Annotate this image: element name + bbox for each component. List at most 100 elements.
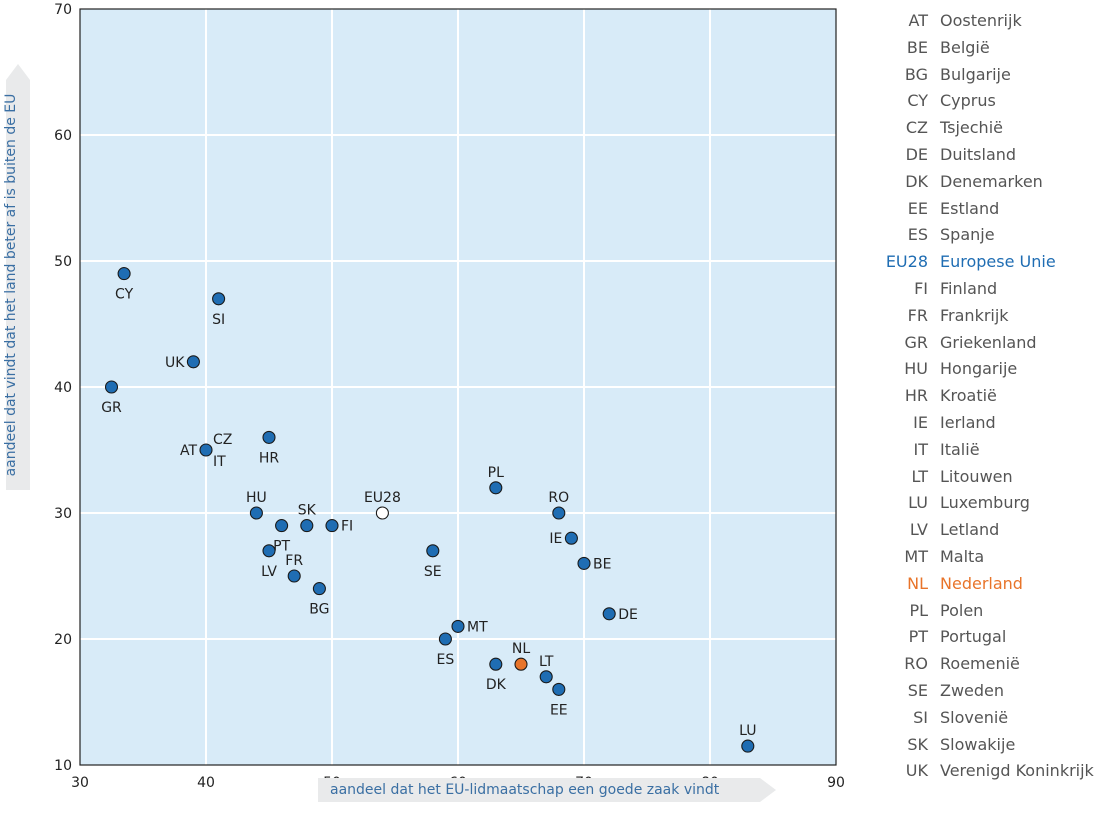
- label-mt: MT: [467, 619, 488, 635]
- label-fi: FI: [341, 519, 353, 535]
- point-sk: [300, 519, 314, 533]
- legend-name: Duitsland: [940, 144, 1017, 164]
- y-tick-label: 30: [54, 506, 72, 522]
- legend-item-nl: NL Nederland: [862, 571, 1120, 598]
- label-hu: HU: [246, 490, 267, 506]
- legend-name: Hongarije: [940, 359, 1018, 379]
- label-gr: GR: [101, 400, 122, 416]
- label-ro: RO: [548, 490, 569, 506]
- label-ie: IE: [549, 531, 562, 547]
- point-eu28: [375, 506, 389, 520]
- legend-code: IT: [913, 439, 929, 459]
- label-bg: BG: [309, 602, 329, 618]
- label-lu: LU: [739, 723, 756, 739]
- legend-name: Cyprus: [940, 91, 996, 111]
- point-de: [602, 607, 616, 621]
- label-pt: PT: [273, 539, 290, 555]
- legend-code: HU: [904, 359, 928, 379]
- point-hu: [249, 506, 263, 520]
- legend-item-se: SE Zweden: [862, 678, 1120, 705]
- point-uk: [186, 355, 200, 369]
- legend-item-dk: DK Denemarken: [862, 169, 1120, 196]
- legend-item-mt: MT Malta: [862, 544, 1120, 571]
- legend-item-es: ES Spanje: [862, 222, 1120, 249]
- legend-code: SK: [907, 734, 928, 754]
- plot-frame: [79, 8, 837, 766]
- legend-item-cz: CZ Tsjechië: [862, 115, 1120, 142]
- legend-item-ie: IE Ierland: [862, 410, 1120, 437]
- legend-item-si: SI Slovenië: [862, 705, 1120, 732]
- legend-item-pl: PL Polen: [862, 598, 1120, 625]
- label-sk: SK: [298, 503, 317, 519]
- legend-name: Griekenland: [940, 332, 1037, 352]
- legend-item-de: DE Duitsland: [862, 142, 1120, 169]
- legend-item-ro: RO Roemenië: [862, 651, 1120, 678]
- label-it: IT: [213, 454, 226, 470]
- legend-name: Europese Unie: [940, 252, 1056, 272]
- label-se: SE: [424, 564, 442, 580]
- point-ee: [552, 682, 566, 696]
- legend-code: DK: [905, 171, 928, 191]
- legend-code: ES: [907, 225, 928, 245]
- legend-name: Zweden: [940, 680, 1005, 700]
- legend-code: HR: [904, 386, 928, 406]
- legend-code: DE: [905, 144, 928, 164]
- legend-name: België: [940, 37, 990, 57]
- point-ro: [552, 506, 566, 520]
- legend-item-be: BE België: [862, 35, 1120, 62]
- y-tick-label: 40: [54, 380, 72, 396]
- label-cy: CY: [115, 287, 134, 303]
- legend-name: Italië: [940, 439, 980, 459]
- legend-item-bg: BG Bulgarije: [862, 62, 1120, 89]
- legend-item-sk: SK Slowakije: [862, 732, 1120, 759]
- legend-item-lv: LV Letland: [862, 517, 1120, 544]
- point-ie: [564, 531, 578, 545]
- legend-code: EU28: [885, 252, 928, 272]
- legend-code: EE: [907, 198, 928, 218]
- legend-name: Slovenië: [940, 707, 1009, 727]
- x-axis-label: aandeel dat het EU-lidmaatschap een goed…: [318, 778, 776, 802]
- grid-lines: [80, 9, 836, 765]
- legend-code: UK: [905, 761, 928, 781]
- legend-item-hr: HR Kroatië: [862, 383, 1120, 410]
- legend-item-at: AT Oostenrijk: [862, 8, 1120, 35]
- label-eu28: EU28: [364, 490, 401, 506]
- legend-item-lt: LT Litouwen: [862, 464, 1120, 491]
- legend-code: GR: [904, 332, 928, 352]
- point-nl: [514, 657, 528, 671]
- legend-code: PT: [908, 627, 928, 647]
- legend-code: AT: [908, 11, 928, 30]
- point-cy: [117, 267, 131, 281]
- y-axis-label: aandeel dat vindt dat het land beter af …: [3, 93, 19, 477]
- legend-name: Finland: [940, 278, 998, 298]
- y-tick-label: 50: [54, 254, 72, 270]
- label-si: SI: [212, 312, 225, 328]
- legend-item-eu28: EU28 Europese Unie: [862, 249, 1120, 276]
- legend-name: Malta: [940, 546, 985, 566]
- point-es: [438, 632, 452, 646]
- label-lt: LT: [539, 654, 554, 670]
- point-lv: [262, 544, 276, 558]
- label-lv: LV: [261, 564, 277, 580]
- legend-code: SI: [913, 707, 928, 727]
- point-hr: [262, 430, 276, 444]
- y-axis-label-arrow: [6, 64, 30, 490]
- point-dk: [489, 657, 503, 671]
- y-tick-label: 20: [54, 632, 72, 648]
- y-axis-ticks: 10 20 30 40 50 60 70: [54, 2, 72, 774]
- legend-item-uk: UK Verenigd Koninkrijk: [862, 758, 1120, 785]
- legend-code: CY: [907, 91, 928, 111]
- legend-code: BG: [904, 64, 928, 84]
- legend-code: IE: [913, 412, 928, 432]
- legend-code: BE: [906, 37, 928, 57]
- label-ee: EE: [550, 702, 568, 718]
- legend-code: PL: [909, 600, 928, 620]
- label-fr: FR: [285, 553, 303, 569]
- point-pl: [489, 481, 503, 495]
- label-es: ES: [437, 652, 455, 668]
- label-pl: PL: [488, 465, 504, 481]
- legend-name: Luxemburg: [940, 493, 1030, 513]
- legend-item-hu: HU Hongarije: [862, 356, 1120, 383]
- legend-code: LU: [908, 493, 928, 513]
- legend-name: Bulgarije: [940, 64, 1011, 84]
